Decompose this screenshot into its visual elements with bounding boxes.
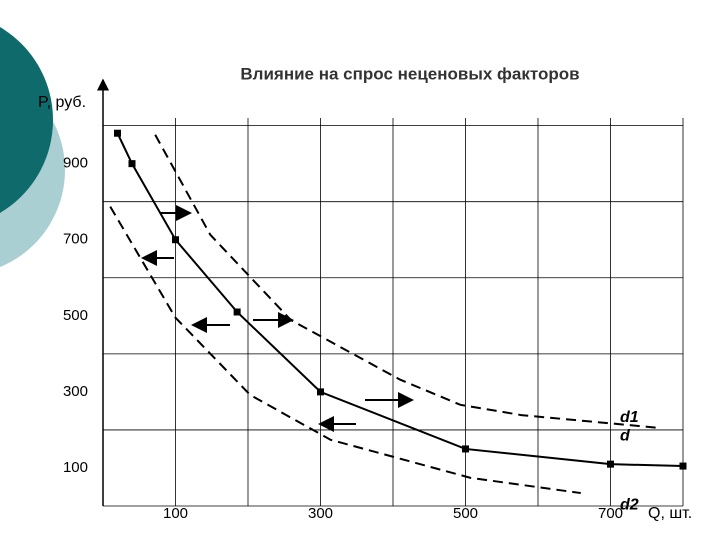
y-tick-label: 700 [63,231,88,248]
x-tick-label: 700 [598,505,623,522]
point [233,308,241,316]
point [114,129,121,137]
chart-title: Влияние на спрос неценовых факторов [240,64,579,83]
series-line [154,134,661,430]
y-tick-label: 900 [63,155,88,172]
point [607,460,614,468]
point [317,388,324,396]
x-axis-label: Q, шт. [648,505,692,522]
series-label: d [620,427,631,444]
y-tick-label: 500 [63,307,88,324]
point [462,445,469,453]
point [679,462,687,470]
x-tick-label: 300 [308,505,333,522]
decor-circle [0,27,53,213]
y-axis-label: P, руб. [38,94,86,111]
series-label: d2 [620,496,639,513]
point [172,236,179,244]
x-tick-label: 500 [453,505,478,522]
point [128,160,136,168]
series-line [116,132,684,468]
x-tick-label: 100 [163,505,188,522]
shift-arrows [141,205,414,432]
y-tick-label: 100 [63,459,88,476]
series-label: d1 [620,409,639,426]
y-tick-label: 300 [63,383,88,400]
